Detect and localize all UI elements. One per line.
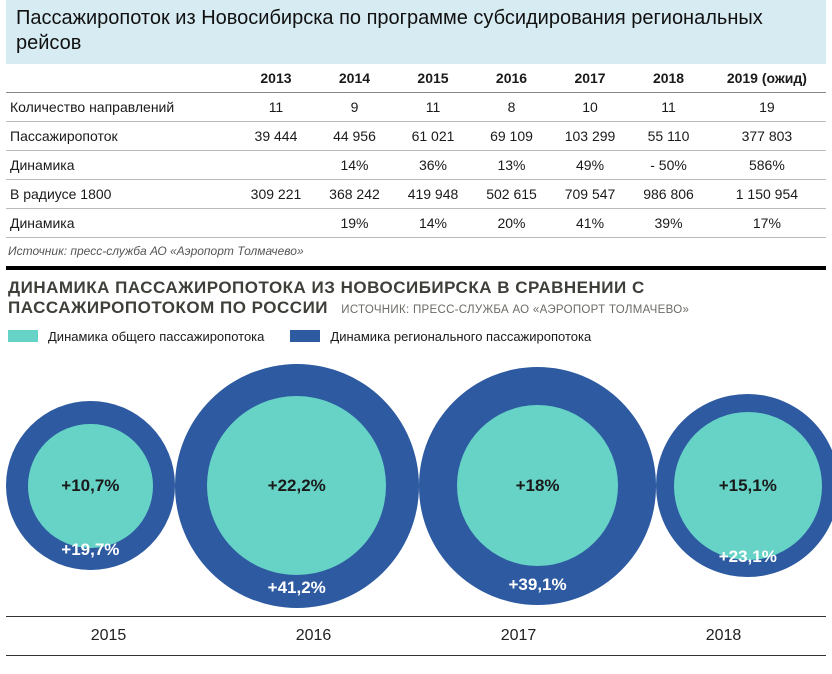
row-label: В радиусе 1800 xyxy=(6,180,237,209)
table-col-year: 2017 xyxy=(551,64,630,93)
table-row: Количество направлений119118101119 xyxy=(6,93,826,122)
cell: 709 547 xyxy=(551,180,630,209)
table-col-year: 2016 xyxy=(472,64,551,93)
table-source: Источник: пресс-служба АО «Аэропорт Толм… xyxy=(6,238,826,266)
table-col-year: 2015 xyxy=(394,64,473,93)
outer-circle: +10,7%+19,7% xyxy=(6,401,175,570)
cell xyxy=(237,209,316,238)
table-row: Динамика 19%14%20%41%39%17% xyxy=(6,209,826,238)
cell: 14% xyxy=(394,209,473,238)
cell: 11 xyxy=(394,93,473,122)
table-row: Динамика 14%36%13%49%- 50%586% xyxy=(6,151,826,180)
circle-group: +18% +39,1% xyxy=(419,367,657,605)
cell: 19% xyxy=(315,209,394,238)
cell: 14% xyxy=(315,151,394,180)
legend-item-regional: Динамика регионального пассажиропотока xyxy=(290,329,591,344)
legend: Динамика общего пассажиропотока Динамика… xyxy=(8,329,824,344)
compare-source: ИСТОЧНИК: ПРЕСС-СЛУЖБА АО «АЭРОПОРТ ТОЛМ… xyxy=(341,304,689,316)
year-label: 2018 xyxy=(621,617,826,655)
cell: 19 xyxy=(708,93,826,122)
circles-row: +10,7%+19,7%+22,2%+41,2%+18%+39,1%+15,1%… xyxy=(6,356,826,617)
year-label: 2017 xyxy=(416,617,621,655)
outer-label: +41,2% xyxy=(175,578,419,598)
cell: 986 806 xyxy=(629,180,708,209)
cell: 39 444 xyxy=(237,122,316,151)
table-col-year: 2019 (ожид) xyxy=(708,64,826,93)
cell: 309 221 xyxy=(237,180,316,209)
cell: 55 110 xyxy=(629,122,708,151)
cell: 39% xyxy=(629,209,708,238)
table-body: Количество направлений119118101119Пассаж… xyxy=(6,93,826,238)
cell: 368 242 xyxy=(315,180,394,209)
outer-label: +19,7% xyxy=(6,540,175,560)
cell: 502 615 xyxy=(472,180,551,209)
cell: 10 xyxy=(551,93,630,122)
cell: 1 150 954 xyxy=(708,180,826,209)
outer-circle: +18% +39,1% xyxy=(419,367,657,605)
table-head: 2013201420152016201720182019 (ожид) xyxy=(6,64,826,93)
circle-group: +22,2% +41,2% xyxy=(175,364,419,608)
legend-swatch-regional xyxy=(290,330,320,342)
legend-swatch-total xyxy=(8,330,38,342)
cell: 49% xyxy=(551,151,630,180)
data-table: 2013201420152016201720182019 (ожид) Коли… xyxy=(6,64,826,238)
cell xyxy=(237,151,316,180)
cell: 17% xyxy=(708,209,826,238)
year-label: 2015 xyxy=(6,617,211,655)
table-row: В радиусе 1800309 221368 242419 948502 6… xyxy=(6,180,826,209)
section-divider xyxy=(6,266,826,270)
circle-group: +10,7%+19,7% xyxy=(6,401,175,570)
legend-label-total: Динамика общего пассажиропотока xyxy=(48,329,264,344)
cell: 377 803 xyxy=(708,122,826,151)
row-label: Динамика xyxy=(6,151,237,180)
cell: 13% xyxy=(472,151,551,180)
year-label: 2016 xyxy=(211,617,416,655)
cell: 586% xyxy=(708,151,826,180)
cell: 36% xyxy=(394,151,473,180)
table-row: Пассажиропоток39 44444 95661 02169 10910… xyxy=(6,122,826,151)
cell: 20% xyxy=(472,209,551,238)
cell: 44 956 xyxy=(315,122,394,151)
outer-circle: +22,2% +41,2% xyxy=(175,364,419,608)
circle-group: +15,1%+23,1% xyxy=(656,394,832,577)
cell: 8 xyxy=(472,93,551,122)
infographic-root: Пассажиропоток из Новосибирска по програ… xyxy=(0,0,832,666)
legend-label-regional: Динамика регионального пассажиропотока xyxy=(330,329,591,344)
table-col-year: 2013 xyxy=(237,64,316,93)
inner-circle: +18% xyxy=(457,405,618,566)
legend-item-total: Динамика общего пассажиропотока xyxy=(8,329,264,344)
cell: 11 xyxy=(629,93,708,122)
compare-title: ДИНАМИКА ПАССАЖИРОПОТОКА ИЗ НОВОСИБИРСКА… xyxy=(8,278,824,319)
inner-circle: +10,7% xyxy=(28,424,152,548)
inner-circle: +15,1% xyxy=(674,412,822,560)
table-col-year: 2014 xyxy=(315,64,394,93)
inner-circle: +22,2% xyxy=(207,396,386,575)
outer-circle: +15,1%+23,1% xyxy=(656,394,832,577)
outer-label: +39,1% xyxy=(419,575,657,595)
main-title: Пассажиропоток из Новосибирска по програ… xyxy=(6,0,826,64)
cell: 103 299 xyxy=(551,122,630,151)
table-col-label xyxy=(6,64,237,93)
row-label: Динамика xyxy=(6,209,237,238)
cell: 419 948 xyxy=(394,180,473,209)
cell: 9 xyxy=(315,93,394,122)
cell: 41% xyxy=(551,209,630,238)
cell: 11 xyxy=(237,93,316,122)
cell: - 50% xyxy=(629,151,708,180)
outer-label: +23,1% xyxy=(656,547,832,567)
years-row: 2015201620172018 xyxy=(6,617,826,656)
table-col-year: 2018 xyxy=(629,64,708,93)
cell: 61 021 xyxy=(394,122,473,151)
row-label: Пассажиропоток xyxy=(6,122,237,151)
row-label: Количество направлений xyxy=(6,93,237,122)
cell: 69 109 xyxy=(472,122,551,151)
